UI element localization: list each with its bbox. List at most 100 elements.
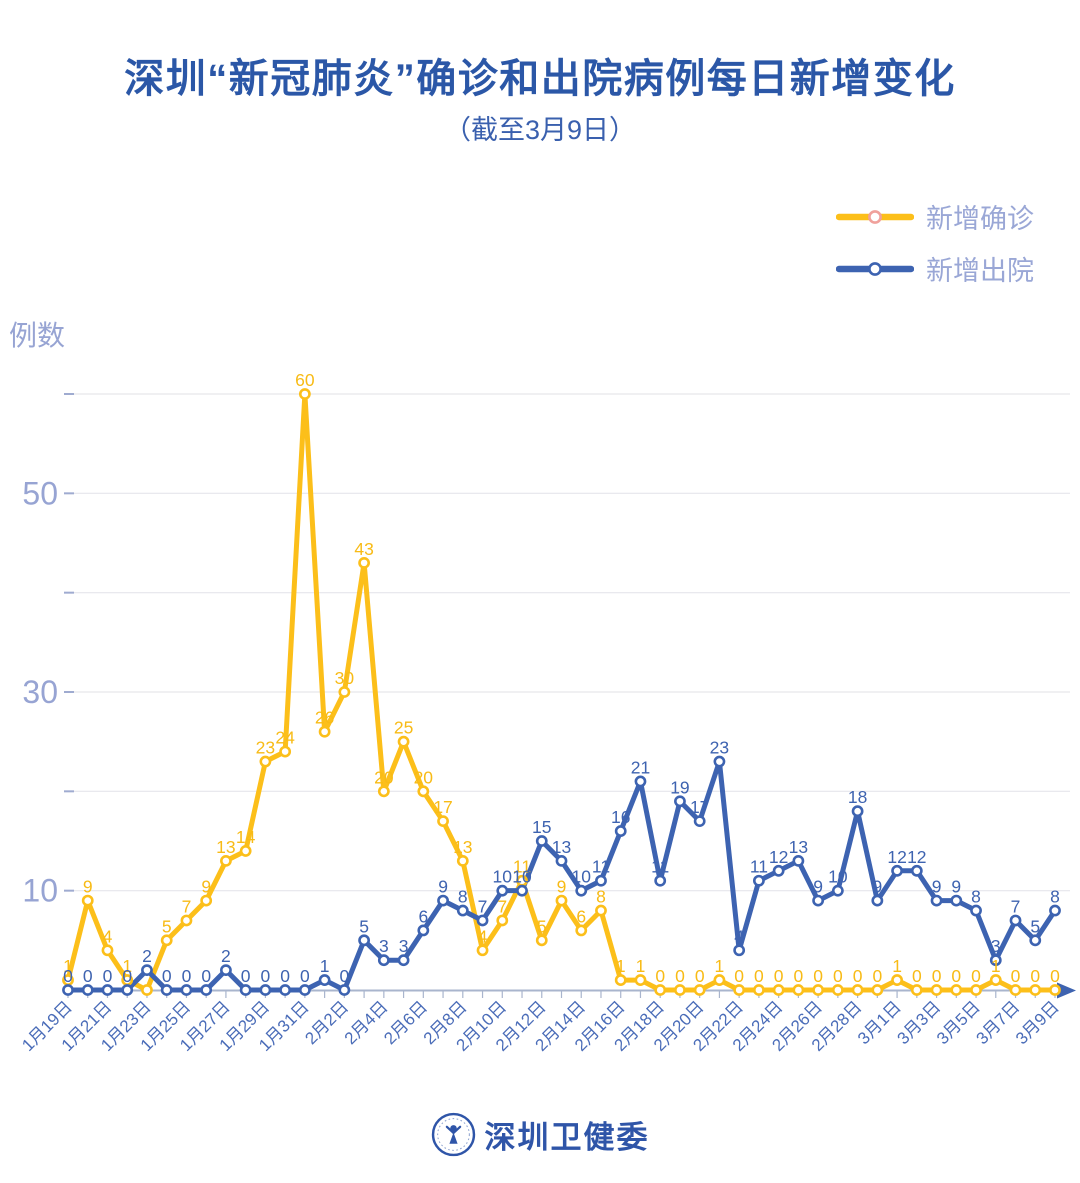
data-point-marker (950, 984, 963, 996)
data-point-label: 8 (971, 887, 981, 907)
svg-text:3月1日: 3月1日 (854, 997, 905, 1048)
data-point-label: 6 (576, 906, 586, 926)
data-point-label: 0 (932, 966, 942, 986)
data-point-label: 4 (103, 926, 113, 946)
svg-text:10: 10 (22, 873, 58, 909)
data-point-label: 7 (182, 896, 192, 916)
data-point-label: 9 (951, 877, 961, 897)
data-point-label: 30 (335, 668, 355, 688)
org-name: 深圳卫健委 (484, 1120, 650, 1155)
data-point-marker (456, 904, 469, 917)
data-point-label: 8 (458, 887, 468, 907)
data-point-marker (575, 884, 588, 897)
data-point-marker (1049, 984, 1061, 996)
data-point-marker (950, 894, 963, 907)
data-point-label: 0 (1030, 966, 1040, 986)
data-point-marker (141, 964, 153, 977)
data-point-marker (595, 874, 607, 887)
data-point-label: 6 (418, 906, 428, 926)
data-point-marker (733, 984, 746, 996)
data-point-marker (654, 874, 667, 887)
data-point-label: 7 (478, 896, 488, 916)
data-point-marker (220, 854, 232, 867)
data-point-marker (970, 984, 982, 996)
data-point-label: 7 (1011, 896, 1021, 916)
data-point-label: 1 (715, 956, 725, 976)
data-point-marker (871, 894, 884, 907)
data-point-marker (318, 974, 331, 986)
data-point-label: 60 (295, 370, 315, 390)
data-point-label: 11 (592, 857, 610, 877)
data-point-label: 19 (670, 777, 689, 797)
org-logo-icon (431, 1112, 475, 1157)
data-point-marker (141, 984, 153, 996)
data-point-marker (792, 854, 805, 867)
data-point-marker (674, 795, 686, 808)
data-point-marker (634, 974, 647, 986)
data-point-marker (180, 984, 193, 996)
data-point-label: 0 (83, 966, 93, 986)
legend-item-new-discharged[interactable]: 新增出院 (836, 249, 1034, 288)
data-point-marker (200, 984, 213, 996)
data-point-marker (693, 984, 706, 996)
data-point-label: 0 (695, 966, 705, 986)
data-point-label: 0 (971, 966, 981, 986)
x-axis-labels: 1月19日1月21日1月23日1月25日1月27日1月29日1月31日2月2日2… (18, 997, 1063, 1055)
data-point-marker (200, 894, 213, 907)
data-point-marker (358, 556, 370, 569)
data-point-marker (989, 954, 1002, 967)
data-point-label: 0 (261, 966, 271, 986)
data-point-marker (910, 984, 923, 996)
data-point-label: 5 (162, 916, 172, 936)
data-point-marker (81, 894, 94, 907)
data-point-marker (1009, 914, 1022, 927)
data-point-label: 0 (833, 966, 843, 986)
legend-item-new-confirmed[interactable]: 新增确诊 (836, 197, 1034, 236)
data-point-label: 20 (414, 767, 434, 787)
data-point-marker (476, 944, 489, 957)
data-point-marker (831, 884, 844, 897)
data-point-label: 0 (300, 966, 310, 986)
data-point-marker (575, 924, 588, 937)
data-point-marker (930, 984, 943, 996)
data-point-marker (1029, 934, 1042, 947)
data-point-label: 10 (512, 867, 532, 887)
data-point-marker (851, 805, 864, 818)
data-point-marker (535, 835, 548, 847)
data-point-marker (831, 984, 844, 996)
data-point-label: 1 (616, 956, 626, 976)
svg-text:3月3日: 3月3日 (894, 997, 945, 1048)
data-point-label: 0 (201, 966, 211, 986)
data-point-label: 9 (872, 877, 882, 897)
data-point-label: 1 (636, 956, 646, 976)
svg-text:50: 50 (22, 475, 58, 511)
data-point-marker (377, 785, 390, 798)
data-point-marker (634, 775, 647, 788)
data-point-marker (555, 854, 568, 867)
data-point-marker (989, 974, 1002, 986)
data-point-label: 0 (122, 966, 132, 986)
svg-text:3月5日: 3月5日 (933, 997, 984, 1048)
data-point-marker (239, 984, 252, 996)
data-point-label: 4 (478, 926, 488, 946)
data-point-marker (417, 785, 430, 798)
data-point-marker (614, 825, 627, 837)
data-point-label: 9 (201, 877, 211, 897)
data-point-label: 18 (848, 787, 867, 807)
data-point-marker (930, 894, 943, 907)
data-point-label: 13 (453, 837, 472, 857)
footer: 深圳卫健委 (0, 1112, 1080, 1157)
data-point-label: 15 (532, 817, 551, 837)
data-point-marker (674, 984, 686, 996)
data-point-label: 8 (1050, 887, 1060, 907)
data-point-marker (772, 984, 785, 996)
data-point-marker (437, 894, 449, 907)
svg-text:3月7日: 3月7日 (972, 997, 1023, 1048)
data-point-marker (417, 924, 430, 937)
data-point-label: 0 (853, 966, 863, 986)
data-point-marker (753, 874, 765, 887)
data-point-marker (535, 934, 548, 947)
data-point-label: 13 (789, 837, 808, 857)
data-point-label: 5 (1030, 916, 1040, 936)
